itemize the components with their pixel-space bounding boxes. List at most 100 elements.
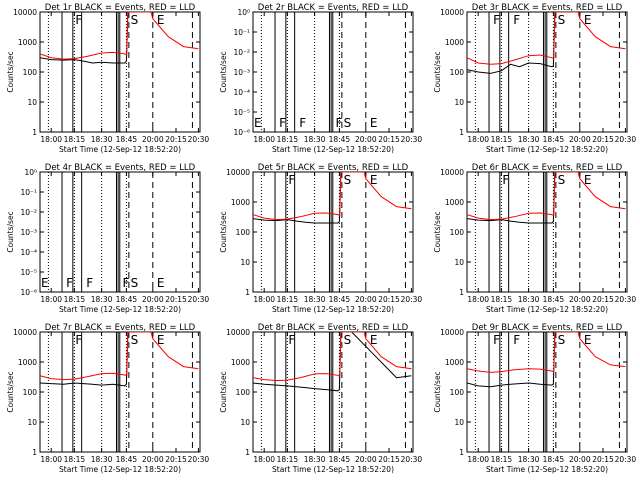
panel-det-4: Det 4r BLACK = Events, RED = LLD 10⁻⁶ 10⁻⁵… [6, 163, 209, 314]
panel-title: Det 7r BLACK = Events, RED = LLD [45, 323, 196, 333]
x-tick-label: 18:45 [543, 135, 565, 144]
flag-label: F [513, 333, 520, 347]
y-tick-label: 10 [27, 418, 37, 427]
panel-title: Det 8r BLACK = Events, RED = LLD [258, 323, 409, 333]
y-tick-label: 1000 [231, 358, 250, 367]
y-tick-label: 10⁻³ [233, 68, 250, 77]
y-tick-label: 10000 [440, 8, 464, 17]
panel-det-2: Det 2r BLACK = Events, RED = LLD 10⁻⁶ 10⁻⁵… [219, 3, 422, 154]
y-tick-label: 10 [454, 258, 464, 267]
x-axis-label: Start Time (12-Sep-12 18:52:20) [59, 145, 181, 154]
series-line-events [467, 172, 566, 224]
series-line-lld [467, 332, 626, 373]
series-line-events [40, 332, 139, 387]
x-tick-label: 20:00 [355, 295, 377, 304]
x-tick-label: 20:15 [378, 295, 400, 304]
x-tick-label: 18:15 [277, 455, 299, 464]
y-tick-label: 10 [27, 98, 37, 107]
x-axis-label: Start Time (12-Sep-12 18:52:20) [59, 305, 181, 314]
x-tick-label: 20:00 [569, 295, 591, 304]
x-tick-label: 18:30 [91, 455, 113, 464]
series-line-events [40, 12, 139, 64]
panel-title: Det 3r BLACK = Events, RED = LLD [472, 3, 623, 13]
y-axis-label: Counts/sec [219, 51, 228, 92]
x-tick-label: 20:00 [569, 455, 591, 464]
flag-label: F [75, 333, 82, 347]
series-line-lld [40, 12, 199, 60]
x-tick-label: 18:00 [40, 135, 62, 144]
series-line-lld [253, 332, 412, 382]
x-tick-label: 18:45 [543, 295, 565, 304]
panel-title: Det 2r BLACK = Events, RED = LLD [258, 3, 409, 13]
y-tick-label: 10000 [440, 168, 464, 177]
y-tick-label: 1000 [231, 198, 250, 207]
flag-label: E [370, 116, 378, 130]
x-tick-label: 18:00 [467, 135, 489, 144]
x-tick-label: 18:15 [277, 135, 299, 144]
flag-label: F [288, 173, 295, 187]
y-tick-label: 10⁻² [233, 48, 250, 57]
y-axis-label: Counts/sec [433, 51, 442, 92]
y-tick-label: 1000 [18, 358, 37, 367]
x-axis-label: Start Time (12-Sep-12 18:52:20) [272, 305, 394, 314]
y-axis-label: Counts/sec [6, 211, 15, 252]
flag-label: F [299, 116, 306, 130]
y-tick-label: 10000 [226, 328, 250, 337]
y-tick-label: 100 [450, 68, 465, 77]
y-tick-label: 100 [23, 388, 38, 397]
flag-label: E [584, 173, 592, 187]
panel-title: Det 9r BLACK = Events, RED = LLD [472, 323, 623, 333]
x-tick-label: 18:30 [518, 295, 540, 304]
flag-label: E [157, 276, 165, 290]
y-tick-label: 10 [454, 98, 464, 107]
series-line-lld [40, 332, 199, 381]
plot-area [467, 332, 626, 452]
x-tick-label: 18:00 [467, 455, 489, 464]
x-tick-label: 18:45 [329, 455, 351, 464]
y-tick-label: 10⁻¹ [233, 28, 250, 37]
x-tick-label: 18:45 [116, 295, 138, 304]
x-tick-label: 20:30 [615, 295, 637, 304]
flag-label: E [157, 13, 165, 27]
series-line-events [467, 332, 566, 388]
x-axis-label: Start Time (12-Sep-12 18:52:20) [272, 465, 394, 474]
x-tick-label: 18:15 [491, 295, 513, 304]
panel-title: Det 4r BLACK = Events, RED = LLD [45, 163, 196, 173]
x-tick-label: 20:15 [165, 295, 187, 304]
y-tick-label: 10⁻⁵ [233, 108, 250, 117]
y-axis-label: Counts/sec [433, 211, 442, 252]
y-tick-label: 1000 [445, 358, 464, 367]
y-tick-label: 1000 [445, 198, 464, 207]
x-axis-label: Start Time (12-Sep-12 18:52:20) [59, 465, 181, 474]
y-axis-label: Counts/sec [219, 371, 228, 412]
x-tick-label: 18:30 [304, 135, 326, 144]
flag-label: E [584, 333, 592, 347]
x-tick-label: 20:00 [142, 295, 164, 304]
y-tick-label: 1 [245, 448, 250, 457]
flag-label: S [558, 13, 566, 27]
x-axis-label: Start Time (12-Sep-12 18:52:20) [272, 145, 394, 154]
plot-area [40, 12, 199, 132]
panel-det-3: Det 3r BLACK = Events, RED = LLD 1 10 100 10… [433, 3, 636, 154]
x-tick-label: 20:15 [378, 135, 400, 144]
panel-det-6: Det 6r BLACK = Events, RED = LLD 1 10 100 10… [433, 163, 636, 314]
y-tick-label: 10 [240, 418, 250, 427]
y-tick-label: 10⁻⁴ [233, 88, 250, 97]
x-tick-label: 18:15 [64, 135, 86, 144]
panel-title: Det 1r BLACK = Events, RED = LLD [45, 3, 196, 13]
x-tick-label: 20:15 [592, 135, 614, 144]
y-tick-label: 10⁻⁶ [233, 128, 250, 137]
y-tick-label: 100 [23, 68, 38, 77]
y-axis-label: Counts/sec [6, 51, 15, 92]
x-tick-label: 18:30 [304, 295, 326, 304]
x-tick-label: 20:30 [188, 295, 210, 304]
x-tick-label: 20:00 [569, 135, 591, 144]
y-tick-label: 10⁻² [20, 208, 37, 217]
flag-label: S [131, 276, 139, 290]
x-tick-label: 18:30 [518, 135, 540, 144]
plot-area [47, 172, 193, 292]
x-tick-label: 18:45 [116, 135, 138, 144]
y-tick-label: 1 [32, 448, 37, 457]
x-tick-label: 18:15 [491, 135, 513, 144]
